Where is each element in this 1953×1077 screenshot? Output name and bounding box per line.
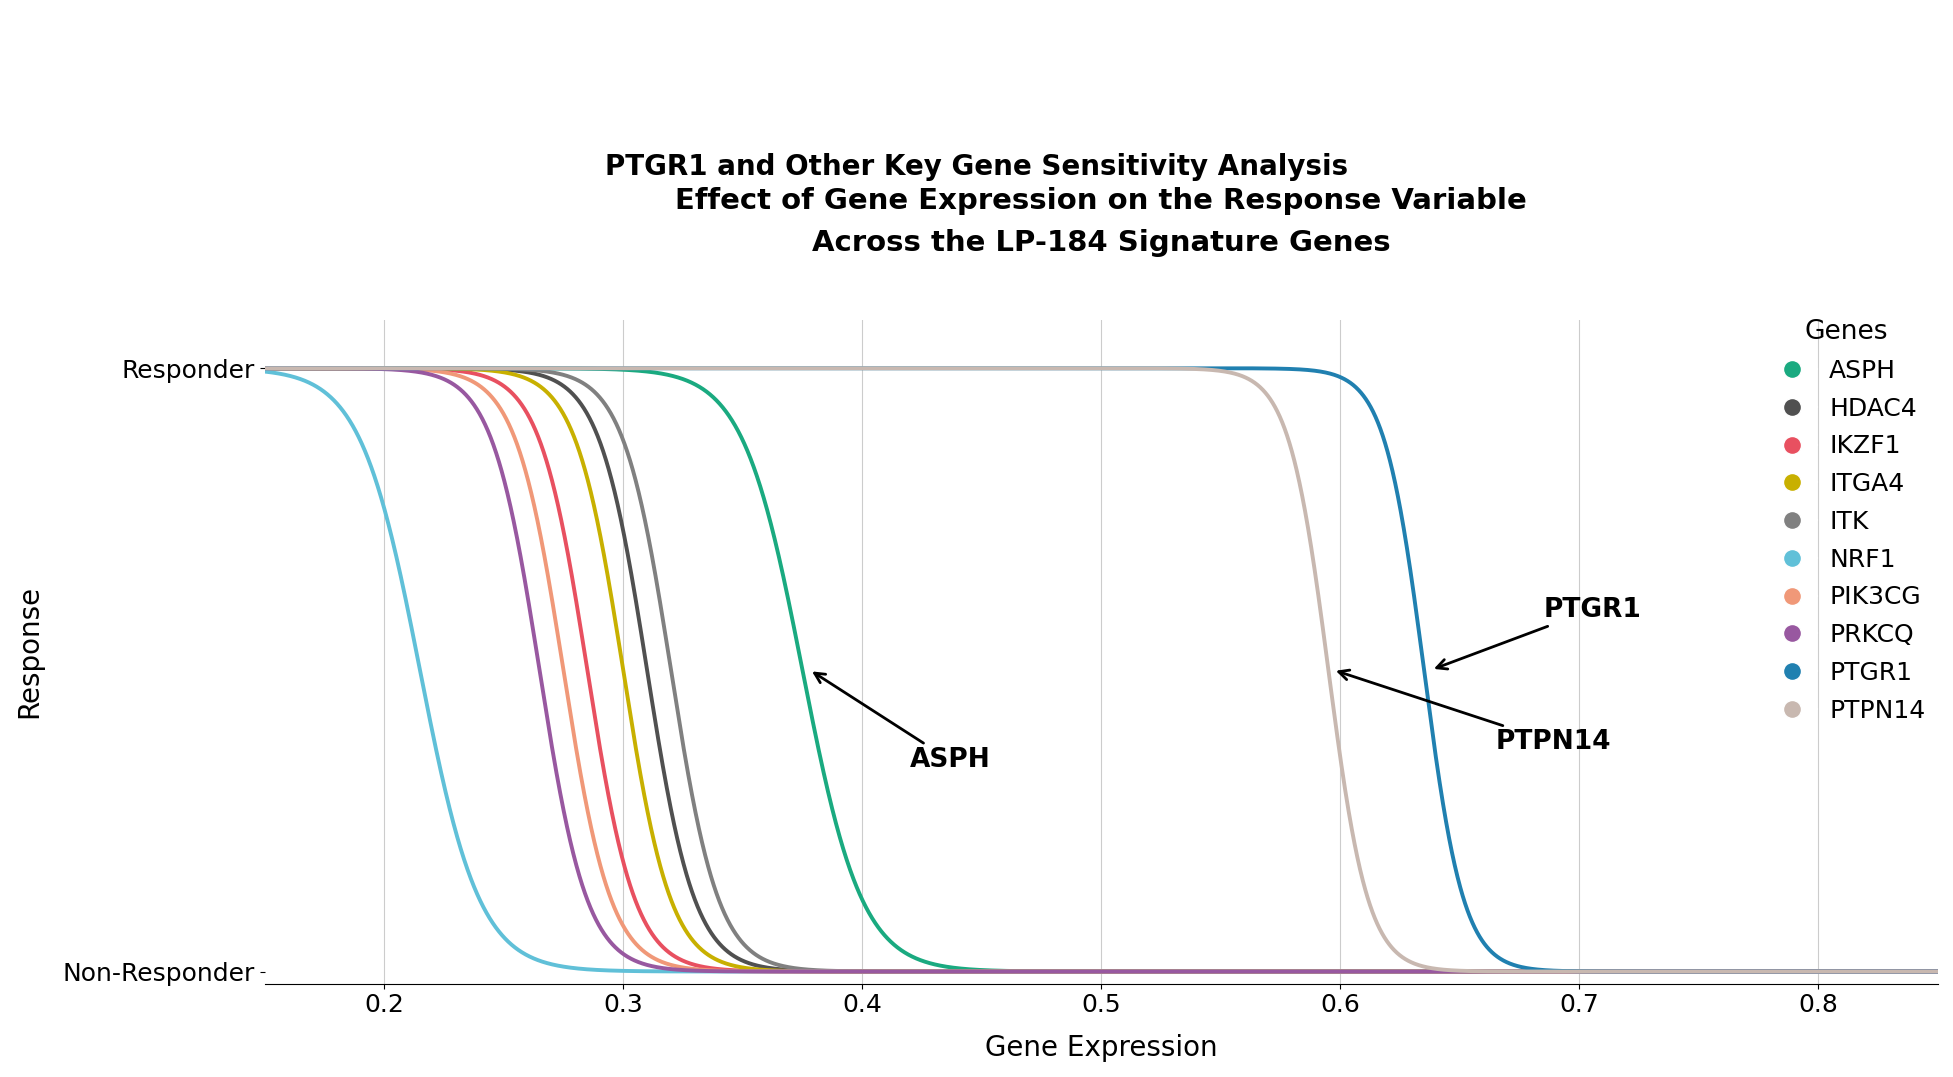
HDAC4 xyxy=(1262,965,1285,978)
ASPH xyxy=(541,362,564,375)
Legend: ASPH, HDAC4, IKZF1, ITGA4, ITK, NRF1, PIK3CG, PRKCQ, PTGR1, PTPN14: ASPH, HDAC4, IKZF1, ITGA4, ITK, NRF1, PI… xyxy=(1767,319,1926,723)
Line: ITK: ITK xyxy=(240,368,1953,971)
PTGR1 xyxy=(1644,965,1668,978)
HDAC4 xyxy=(229,362,252,375)
PRKCQ xyxy=(1348,965,1371,978)
PTPN14 xyxy=(1262,396,1285,409)
ITK xyxy=(1644,965,1668,978)
ITGA4 xyxy=(1951,965,1953,978)
Text: PTGR1 and Other Key Gene Sensitivity Analysis: PTGR1 and Other Key Gene Sensitivity Ana… xyxy=(605,153,1348,181)
HDAC4 xyxy=(1348,965,1371,978)
NRF1 xyxy=(1951,965,1953,978)
HDAC4 xyxy=(1514,965,1537,978)
PRKCQ xyxy=(887,965,910,978)
PTGR1 xyxy=(1951,965,1953,978)
IKZF1 xyxy=(1644,965,1668,978)
PTPN14 xyxy=(541,362,564,375)
ASPH xyxy=(1262,965,1285,978)
PTGR1 xyxy=(541,362,564,375)
PRKCQ xyxy=(1951,965,1953,978)
PRKCQ xyxy=(1514,965,1537,978)
ITK xyxy=(1348,965,1371,978)
PIK3CG xyxy=(1348,965,1371,978)
X-axis label: Gene Expression: Gene Expression xyxy=(984,1034,1217,1062)
NRF1 xyxy=(541,959,564,971)
ASPH xyxy=(1644,965,1668,978)
Line: IKZF1: IKZF1 xyxy=(240,368,1953,971)
PRKCQ xyxy=(1644,965,1668,978)
PRKCQ xyxy=(1262,965,1285,978)
Text: PTGR1: PTGR1 xyxy=(1437,597,1641,669)
Line: ITGA4: ITGA4 xyxy=(240,368,1953,971)
HDAC4 xyxy=(541,374,564,387)
Text: ASPH: ASPH xyxy=(814,673,990,773)
Line: PRKCQ: PRKCQ xyxy=(240,368,1953,971)
PTGR1 xyxy=(1348,386,1371,398)
ASPH xyxy=(1348,965,1371,978)
ITK xyxy=(887,965,910,978)
Line: PTGR1: PTGR1 xyxy=(240,368,1953,971)
ASPH xyxy=(1951,965,1953,978)
ITGA4 xyxy=(229,362,252,375)
ITGA4 xyxy=(1514,965,1537,978)
Line: ASPH: ASPH xyxy=(240,368,1953,971)
NRF1 xyxy=(1348,965,1371,978)
ASPH xyxy=(887,941,910,954)
ITGA4 xyxy=(1262,965,1285,978)
ITK xyxy=(1951,965,1953,978)
ASPH xyxy=(1514,965,1537,978)
PTPN14 xyxy=(1514,965,1537,978)
NRF1 xyxy=(229,363,252,376)
PTGR1 xyxy=(229,362,252,375)
Title: Effect of Gene Expression on the Response Variable
Across the LP-184 Signature G: Effect of Gene Expression on the Respons… xyxy=(676,187,1527,256)
PTPN14 xyxy=(1951,965,1953,978)
ITK xyxy=(1262,965,1285,978)
PTGR1 xyxy=(1514,962,1537,975)
PTPN14 xyxy=(887,362,910,375)
NRF1 xyxy=(887,965,910,978)
Line: PTPN14: PTPN14 xyxy=(240,368,1953,971)
HDAC4 xyxy=(1644,965,1668,978)
PIK3CG xyxy=(541,601,564,614)
PIK3CG xyxy=(229,362,252,375)
PIK3CG xyxy=(1262,965,1285,978)
PIK3CG xyxy=(1644,965,1668,978)
ITK xyxy=(1514,965,1537,978)
ITGA4 xyxy=(1348,965,1371,978)
ASPH xyxy=(229,362,252,375)
ITGA4 xyxy=(1644,965,1668,978)
PIK3CG xyxy=(1514,965,1537,978)
PIK3CG xyxy=(1951,965,1953,978)
IKZF1 xyxy=(1348,965,1371,978)
NRF1 xyxy=(1644,965,1668,978)
ITK xyxy=(229,362,252,375)
PTPN14 xyxy=(1348,863,1371,876)
Y-axis label: Response: Response xyxy=(16,585,43,718)
PTPN14 xyxy=(229,362,252,375)
NRF1 xyxy=(1262,965,1285,978)
Text: PTPN14: PTPN14 xyxy=(1338,670,1611,755)
HDAC4 xyxy=(887,965,910,978)
IKZF1 xyxy=(1514,965,1537,978)
IKZF1 xyxy=(229,362,252,375)
ITGA4 xyxy=(887,965,910,978)
IKZF1 xyxy=(1262,965,1285,978)
PRKCQ xyxy=(541,749,564,761)
NRF1 xyxy=(1514,965,1537,978)
Line: NRF1: NRF1 xyxy=(240,369,1953,971)
Line: HDAC4: HDAC4 xyxy=(240,368,1953,971)
PIK3CG xyxy=(887,965,910,978)
IKZF1 xyxy=(541,479,564,492)
IKZF1 xyxy=(1951,965,1953,978)
ITGA4 xyxy=(541,393,564,406)
PTGR1 xyxy=(887,362,910,375)
PTPN14 xyxy=(1644,965,1668,978)
PRKCQ xyxy=(229,362,252,375)
PTGR1 xyxy=(1262,362,1285,375)
IKZF1 xyxy=(887,965,910,978)
HDAC4 xyxy=(1951,965,1953,978)
ITK xyxy=(541,366,564,379)
Line: PIK3CG: PIK3CG xyxy=(240,368,1953,971)
